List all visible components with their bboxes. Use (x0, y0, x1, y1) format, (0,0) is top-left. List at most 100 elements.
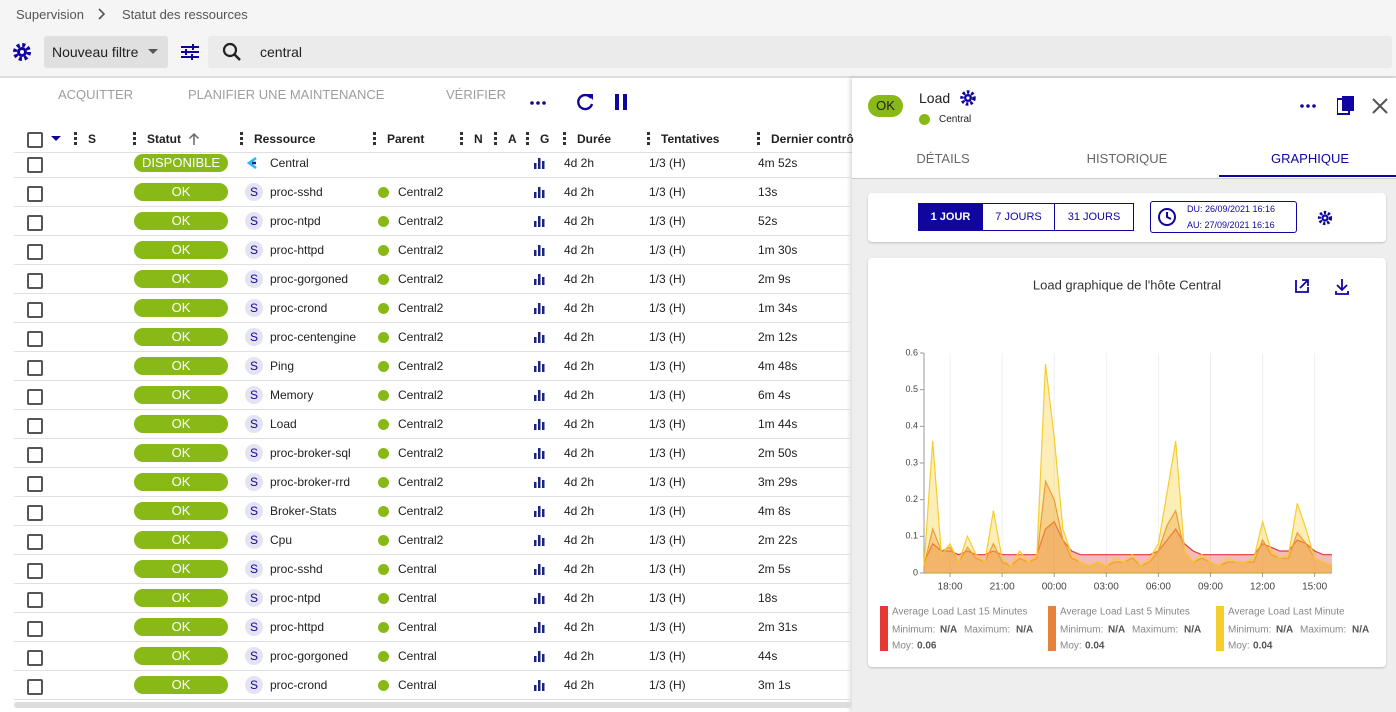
row-checkbox[interactable] (27, 360, 43, 376)
parent-name[interactable]: Central2 (398, 214, 444, 228)
parent-name[interactable]: Central2 (398, 475, 444, 489)
graph-icon[interactable] (534, 274, 546, 285)
search-field[interactable] (208, 36, 1392, 68)
column-header[interactable]: Parent (387, 132, 425, 146)
column-header[interactable]: Durée (577, 132, 612, 146)
tab-active[interactable]: GRAPHIQUE (1270, 151, 1349, 166)
row-checkbox[interactable] (27, 186, 43, 202)
graph-icon[interactable] (534, 448, 546, 459)
graph-icon[interactable] (534, 593, 546, 604)
column-header[interactable]: Statut (147, 132, 181, 146)
row-checkbox[interactable] (27, 418, 43, 434)
column-menu[interactable] (133, 132, 136, 145)
resource-name[interactable]: proc-ntpd (270, 214, 321, 228)
more-icon[interactable] (1300, 104, 1316, 108)
resource-name[interactable]: Ping (270, 359, 295, 373)
more-icon[interactable] (530, 101, 546, 105)
parent-name[interactable]: Central (398, 649, 437, 663)
resource-name[interactable]: proc-sshd (270, 562, 323, 576)
row-checkbox[interactable] (27, 476, 43, 492)
parent-name[interactable]: Central2 (398, 533, 444, 547)
resource-name[interactable]: Load (270, 417, 297, 431)
settings-icon[interactable] (11, 41, 33, 63)
row-checkbox[interactable] (27, 273, 43, 289)
resource-name[interactable]: proc-gorgoned (270, 649, 349, 663)
parent-name[interactable]: Central2 (398, 185, 444, 199)
parent-name[interactable]: Central (398, 620, 437, 634)
row-checkbox[interactable] (27, 331, 43, 347)
row-checkbox[interactable] (27, 650, 43, 666)
column-menu[interactable] (240, 132, 243, 145)
row-checkbox[interactable] (27, 215, 43, 231)
graph-icon[interactable] (534, 622, 546, 633)
open-icon[interactable] (1295, 279, 1309, 293)
graph-icon[interactable] (534, 332, 546, 343)
resource-name[interactable]: Central (270, 156, 309, 170)
parent-name[interactable]: Central (398, 591, 437, 605)
row-checkbox[interactable] (27, 389, 43, 405)
column-header[interactable]: N (474, 132, 483, 146)
column-header[interactable]: Dernier contrô (771, 132, 854, 146)
column-menu[interactable] (494, 132, 497, 145)
graph-icon[interactable] (534, 506, 546, 517)
column-menu[interactable] (373, 132, 376, 145)
resource-name[interactable]: proc-httpd (270, 243, 325, 257)
column-menu[interactable] (74, 132, 77, 145)
graph-icon[interactable] (534, 216, 546, 227)
parent-name[interactable]: Central2 (398, 504, 444, 518)
tab[interactable]: DÉTAILS (916, 151, 970, 166)
row-checkbox[interactable] (27, 244, 43, 260)
graph-icon[interactable] (534, 419, 546, 430)
graph-icon[interactable] (534, 361, 546, 372)
graph-icon[interactable] (534, 303, 546, 314)
column-menu[interactable] (563, 132, 566, 145)
breadcrumb-link[interactable]: Supervision (16, 7, 84, 22)
row-checkbox[interactable] (27, 563, 43, 579)
graph-settings-icon[interactable] (1317, 210, 1333, 226)
row-checkbox[interactable] (27, 302, 43, 318)
column-menu[interactable] (526, 132, 529, 145)
parent-name[interactable]: Central (398, 562, 437, 576)
graph-icon[interactable] (534, 477, 546, 488)
parent-name[interactable]: Central2 (398, 388, 444, 402)
close-icon[interactable] (1372, 98, 1388, 114)
parent-name[interactable]: Central2 (398, 417, 444, 431)
resource-name[interactable]: proc-broker-rrd (270, 475, 351, 489)
header-checkbox[interactable] (27, 132, 43, 148)
column-header[interactable]: Tentatives (661, 132, 720, 146)
filter-options-icon[interactable] (181, 44, 199, 60)
parent-name[interactable]: Central2 (398, 301, 444, 315)
column-header[interactable]: Ressource (254, 132, 316, 146)
refresh-icon[interactable] (575, 92, 595, 112)
column-header[interactable]: S (88, 132, 97, 146)
row-checkbox[interactable] (27, 505, 43, 521)
resource-name[interactable]: proc-centengine (270, 330, 357, 344)
row-checkbox[interactable] (27, 679, 43, 695)
tab[interactable]: HISTORIQUE (1086, 151, 1168, 166)
resource-name[interactable]: proc-sshd (270, 185, 323, 199)
resource-name[interactable]: proc-crond (270, 678, 328, 692)
column-header[interactable]: G (540, 132, 550, 146)
graph-icon[interactable] (534, 535, 546, 546)
graph-icon[interactable] (534, 564, 546, 575)
row-checkbox[interactable] (27, 447, 43, 463)
parent-name[interactable]: Central2 (398, 446, 444, 460)
select-caret[interactable] (51, 136, 61, 142)
resource-name[interactable]: proc-httpd (270, 620, 325, 634)
copy-icon[interactable] (1337, 96, 1355, 116)
resource-name[interactable]: Memory (270, 388, 314, 402)
date-range[interactable] (1150, 201, 1297, 233)
graph-icon[interactable] (534, 390, 546, 401)
pause-icon[interactable] (614, 94, 628, 110)
graph-icon[interactable] (534, 187, 546, 198)
row-checkbox[interactable] (27, 621, 43, 637)
graph-icon[interactable] (534, 651, 546, 662)
row-checkbox[interactable] (27, 157, 43, 173)
row-checkbox[interactable] (27, 592, 43, 608)
resource-name[interactable]: Broker-Stats (270, 504, 337, 518)
parent-name[interactable]: Central2 (398, 243, 444, 257)
resource-name[interactable]: proc-crond (270, 301, 328, 315)
column-header[interactable]: A (508, 132, 517, 146)
resource-name[interactable]: proc-ntpd (270, 591, 321, 605)
download-icon[interactable] (1335, 279, 1349, 295)
